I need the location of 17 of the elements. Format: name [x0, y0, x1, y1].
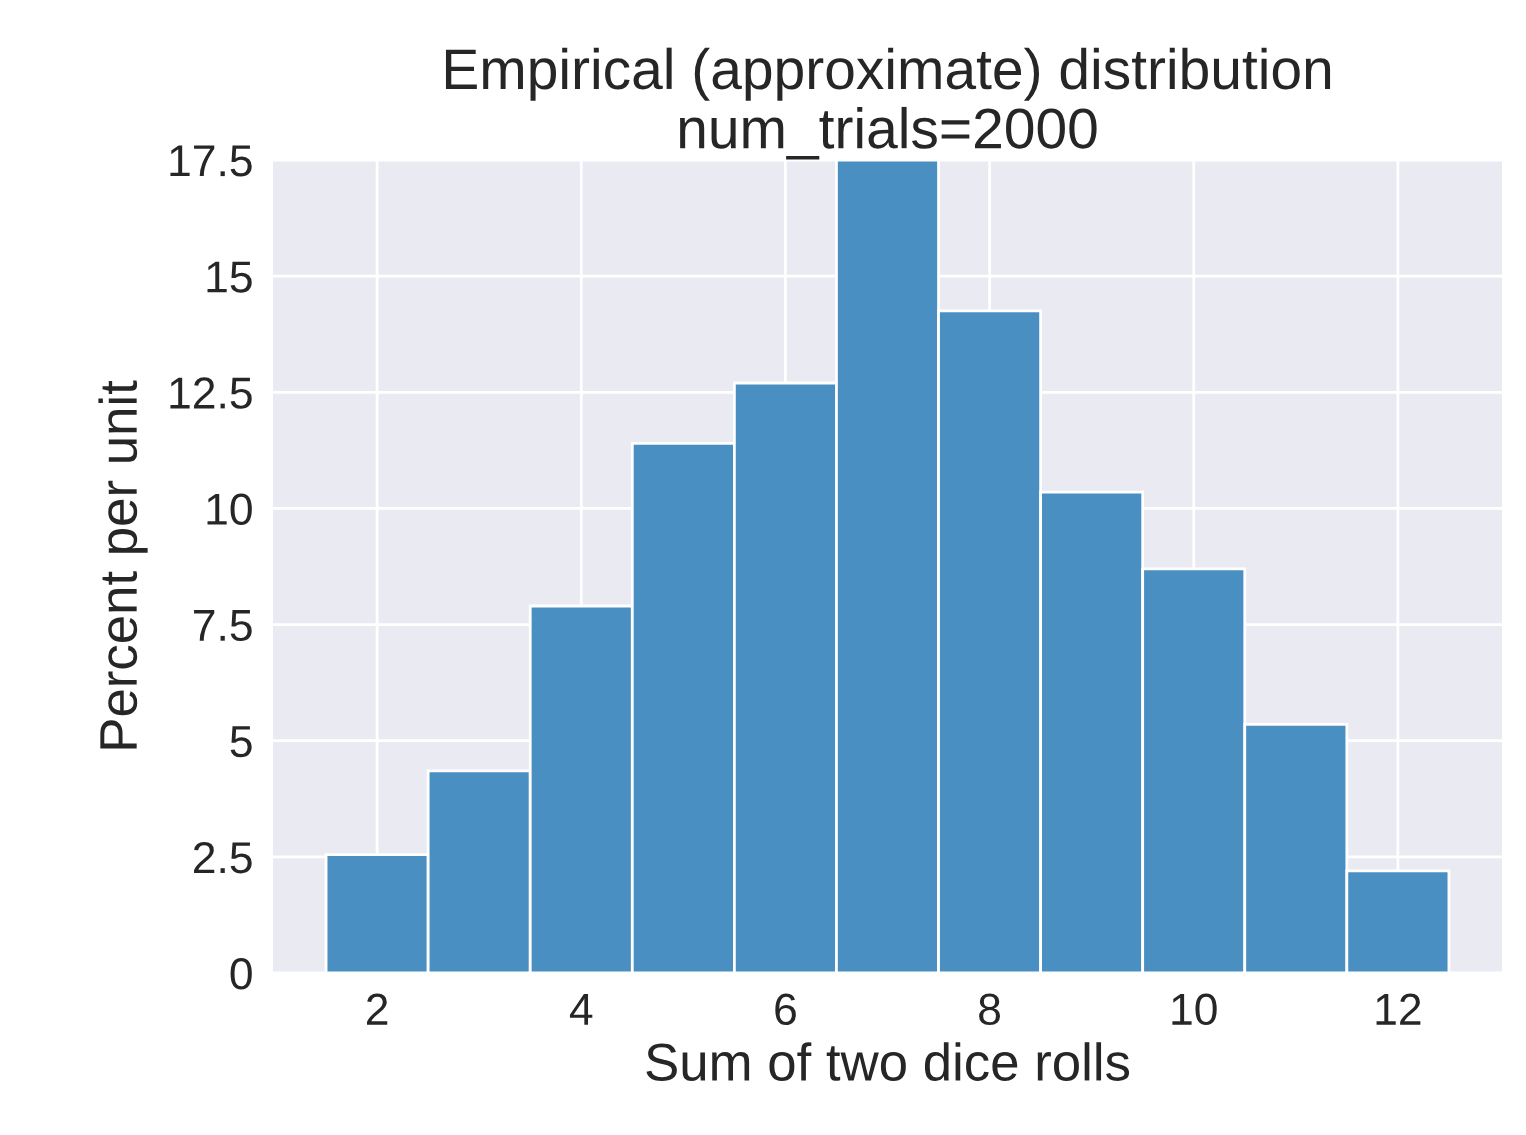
x-tick-label: 6: [775, 993, 796, 1026]
x-tick-label: 12: [1376, 993, 1421, 1025]
y-tick-label: 17.5: [170, 145, 252, 177]
chart-title: Empirical (approximate) distribution num_trials=2000: [445, 47, 1331, 160]
x-tick-label: 4: [569, 994, 593, 1025]
y-tick-label: 15: [207, 261, 252, 293]
y-tick-label: 5: [230, 726, 252, 758]
y-axis-title: Percent per unit: [98, 380, 148, 749]
x-tick-label: 10: [1172, 993, 1217, 1026]
y-tick-label: 2.5: [194, 841, 252, 874]
y-tick-label: 10: [207, 493, 252, 525]
y-tick-label: 0: [230, 958, 252, 990]
x-tick-label: 2: [367, 993, 388, 1025]
y-tick-label: 12.5: [170, 377, 252, 409]
x-tick-label: 8: [979, 993, 1000, 1026]
y-tick-label: 7.5: [194, 610, 252, 642]
x-axis-title: Sum of two dice rolls: [646, 1042, 1130, 1081]
